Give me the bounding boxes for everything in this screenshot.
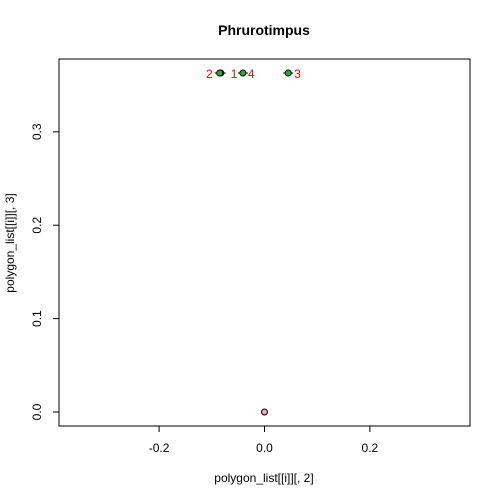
y-tick-label: 0.1	[30, 310, 44, 327]
chart-title: Phrurotimpus	[218, 22, 310, 38]
plot-frame	[58, 58, 471, 427]
y-tick-label: 0.2	[30, 217, 44, 234]
data-point	[216, 69, 224, 77]
point-label: 4	[248, 67, 255, 81]
x-axis: -0.2 0.0 0.2	[149, 426, 379, 455]
y-axis: 0.0 0.1 0.2 0.3	[30, 123, 59, 420]
data-point	[284, 69, 292, 77]
point-label: 1	[231, 67, 238, 81]
point-label: 3	[294, 67, 301, 81]
x-tick-label: -0.2	[149, 441, 170, 455]
x-axis-label: polygon_list[[i]][, 2]	[214, 471, 313, 485]
x-tick-label: 0.0	[256, 441, 273, 455]
point-label: 2	[206, 67, 213, 81]
origin-point	[261, 408, 268, 416]
data-point	[239, 69, 247, 77]
x-tick-label: 0.2	[362, 441, 379, 455]
data-marks: 1 2 3 4	[206, 67, 301, 416]
y-tick-label: 0.3	[30, 123, 44, 140]
y-tick-label: 0.0	[30, 403, 44, 420]
y-axis-label: polygon_list[[i]][, 3]	[3, 193, 17, 292]
